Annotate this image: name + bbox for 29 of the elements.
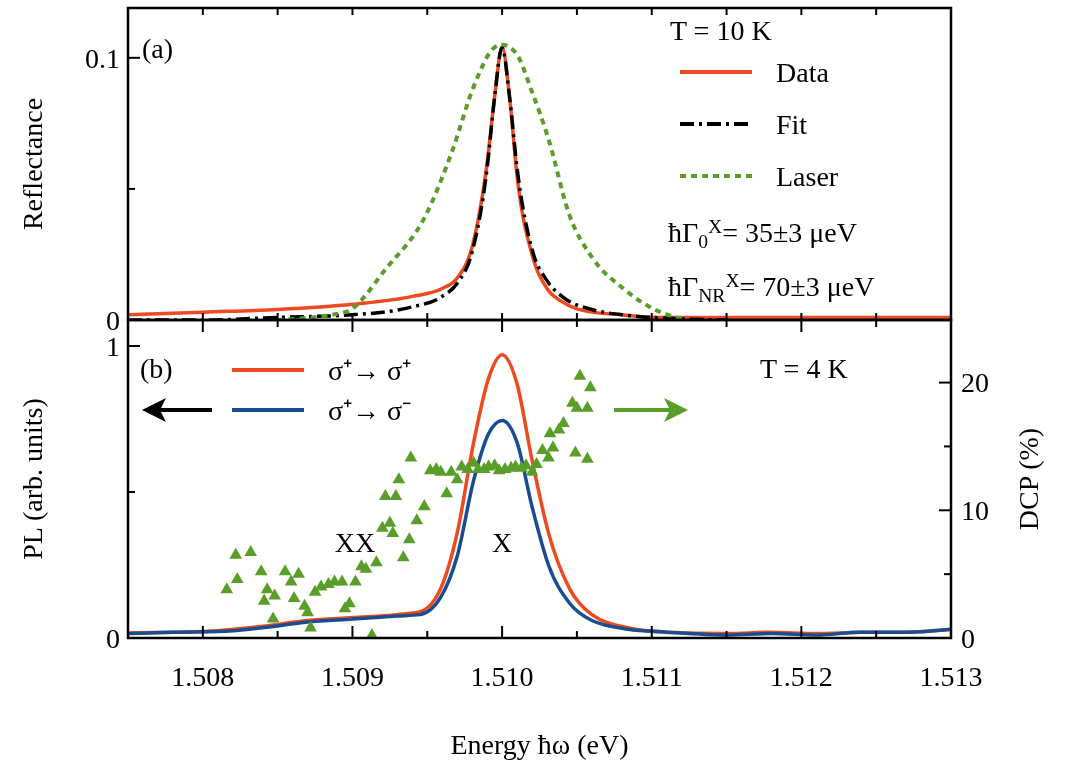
- x-axis-title: Energy ħω (eV): [450, 729, 629, 760]
- legend-label: Data: [776, 56, 830, 88]
- annotation: T = 10 K: [670, 15, 772, 46]
- annotation: (b): [140, 353, 173, 384]
- x-tick-label: 1.513: [919, 661, 983, 692]
- legend-label: σ⁺→ σ⁺: [328, 354, 412, 386]
- annotation: ħΓ$_{NR}$$^{X}$= 70±3 μeV: [668, 270, 875, 306]
- y-tick-label: 0.1: [85, 42, 120, 74]
- annotation: X: [491, 527, 513, 558]
- annotation: XX: [334, 527, 376, 558]
- y-axis-title: PL (arb. units): [17, 398, 48, 560]
- x-tick-label: 1.512: [769, 661, 833, 692]
- line-series: [128, 418, 951, 637]
- x-tick-label: 1.508: [171, 661, 235, 692]
- legend-label: Fit: [776, 108, 808, 140]
- annotation: ħΓ$_{0}$$^{X}$= 35±3 μeV: [668, 216, 857, 252]
- annotation: T = 4 K: [760, 353, 848, 384]
- x-tick-label: 1.510: [470, 661, 534, 692]
- y2-tick-label: 0: [961, 622, 975, 654]
- y-axis-title: Reflectance: [17, 97, 48, 231]
- x-tick-label: 1.511: [620, 661, 683, 692]
- legend-label: Laser: [776, 160, 839, 192]
- y2-tick-label: 20: [961, 367, 989, 399]
- y-tick-label: 0: [106, 622, 120, 654]
- y2-axis-title: DCP (%): [1013, 427, 1044, 531]
- legend-label: σ⁺→ σ⁻: [328, 394, 412, 426]
- x-tick-label: 1.509: [320, 661, 384, 692]
- annotation: (a): [142, 33, 174, 64]
- y2-tick-label: 10: [961, 495, 989, 527]
